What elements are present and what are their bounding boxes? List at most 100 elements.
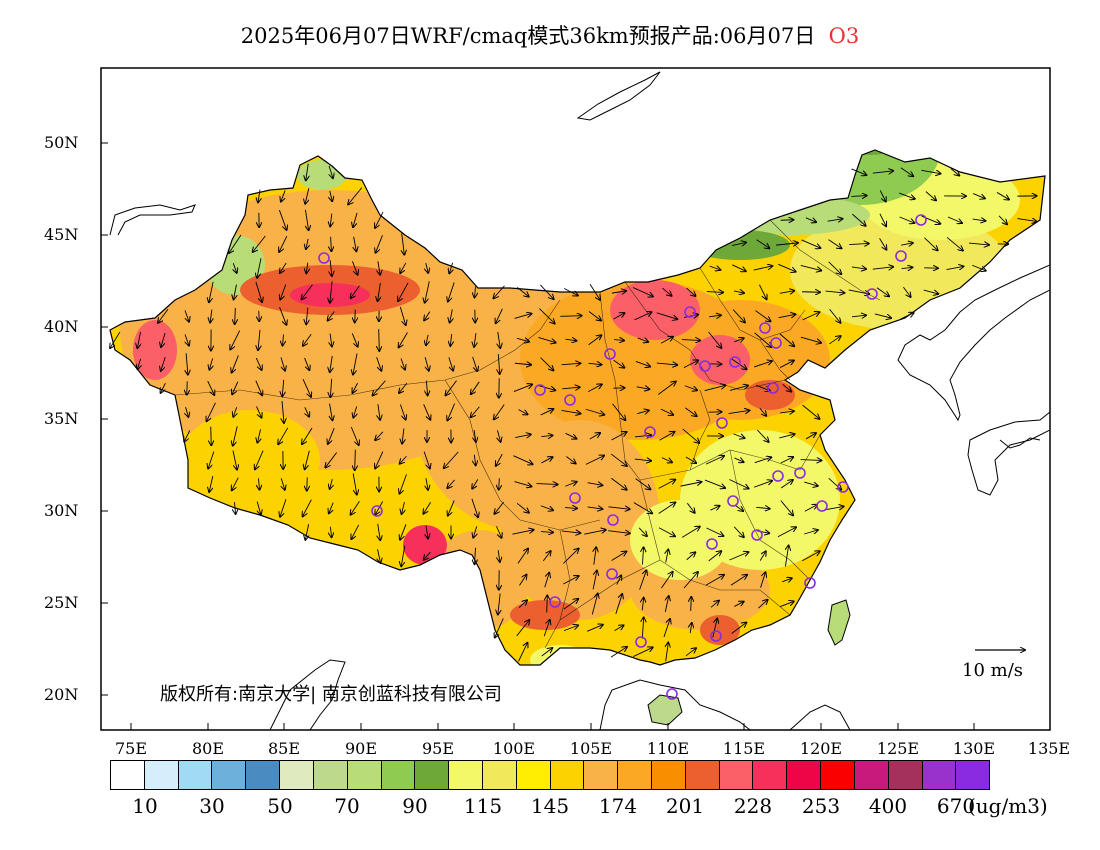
- wind-arrow: [305, 524, 308, 540]
- scale-label: 201: [665, 794, 705, 818]
- wind-arrow: [471, 498, 478, 517]
- wind-arrow: [805, 433, 816, 440]
- wind-arrow: [996, 192, 1009, 199]
- wind-arrow: [874, 313, 891, 318]
- wind-arrow: [352, 382, 358, 393]
- wind-arrow: [801, 239, 821, 248]
- wind-arrow: [444, 451, 459, 468]
- scale-label: 145: [530, 794, 570, 818]
- wind-arrow: [423, 404, 431, 419]
- wind-arrow: [278, 427, 289, 444]
- wind-arrow: [681, 340, 700, 341]
- city-marker: [371, 505, 383, 517]
- wind-arrow: [513, 384, 532, 392]
- wind-arrow: [634, 312, 652, 321]
- wind-arrow: [780, 411, 794, 413]
- wind-arrow: [353, 212, 358, 227]
- wind-arrow: [538, 336, 555, 342]
- lat-label-20n: 20N: [44, 685, 79, 704]
- lon-label-135e: 135E: [1027, 739, 1071, 758]
- wind-arrow: [331, 236, 332, 251]
- color-swatch: [212, 761, 247, 789]
- wind-arrow: [233, 407, 236, 417]
- wind-arrow: [728, 410, 750, 413]
- color-swatch: [381, 761, 416, 789]
- wind-arrow: [471, 406, 480, 417]
- wind-arrow: [660, 337, 673, 344]
- city-marker: [644, 426, 656, 438]
- wind-arrow: [754, 457, 772, 464]
- wind-arrow: [642, 598, 643, 611]
- wind-arrow: [563, 576, 578, 585]
- wind-arrow: [611, 552, 627, 561]
- wind-arrow: [540, 284, 553, 299]
- wind-arrow: [400, 455, 407, 463]
- wind-arrow: [947, 216, 962, 223]
- color-scale-bar: [110, 760, 990, 790]
- wind-arrow: [753, 266, 773, 271]
- wind-arrow: [543, 620, 550, 637]
- wind-arrow: [734, 458, 743, 462]
- wind-arrow: [352, 473, 357, 494]
- wind-arrow: [588, 311, 601, 321]
- wind-arrow: [540, 409, 554, 416]
- wind-arrow: [779, 360, 794, 368]
- wind-arrow: [632, 287, 653, 296]
- wind-arrow: [210, 309, 212, 323]
- color-swatch: [178, 761, 213, 789]
- wind-arrow: [161, 382, 166, 393]
- wind-arrow: [328, 427, 335, 444]
- wind-arrow: [562, 387, 579, 389]
- wind-arrow: [137, 331, 140, 348]
- color-swatch: [516, 761, 551, 789]
- wind-arrow: [785, 546, 788, 567]
- wind-arrow: [611, 291, 626, 293]
- wind-arrow: [734, 602, 743, 607]
- wind-arrow: [351, 285, 360, 298]
- wind-arrow: [804, 505, 817, 512]
- wind-arrow: [900, 313, 913, 320]
- wind-arrow: [281, 190, 286, 201]
- wind-arrow: [563, 549, 578, 564]
- wind-arrow: [852, 213, 865, 226]
- wind-arrow: [710, 601, 719, 608]
- wind-arrow: [733, 433, 745, 438]
- wind-arrow: [734, 504, 743, 511]
- wind-arrow: [330, 213, 332, 227]
- lat-label-35n: 35N: [44, 409, 79, 428]
- wind-arrow: [972, 264, 985, 270]
- wind-arrow: [879, 213, 886, 226]
- wind-arrow: [851, 267, 866, 269]
- city-marker: [706, 538, 718, 550]
- wind-arrow: [634, 459, 651, 461]
- lon-label-125e: 125E: [876, 739, 920, 758]
- wind-arrow: [540, 357, 554, 371]
- wind-arrow: [475, 286, 476, 298]
- wind-arrow: [753, 361, 772, 368]
- wind-arrow: [681, 527, 700, 538]
- wind-arrow: [498, 331, 500, 348]
- color-swatch: [347, 761, 382, 789]
- wind-arrow: [758, 600, 767, 609]
- axis-ticks: [101, 142, 975, 730]
- color-swatch: [854, 761, 889, 789]
- species-label: O3: [828, 24, 860, 48]
- wind-arrow: [633, 647, 652, 657]
- wind-arrow: [731, 242, 746, 245]
- map-title: 2025年06月07日WRF/cmaq模式36km预报产品:06月07日 O3: [0, 20, 1100, 50]
- wind-arrow: [826, 506, 843, 509]
- wind-arrow: [542, 551, 550, 562]
- wind-arrow: [280, 499, 287, 517]
- wind-arrow: [110, 331, 121, 348]
- wind-arrow: [972, 193, 985, 199]
- wind-arrow: [350, 426, 358, 445]
- wind-arrow: [561, 363, 581, 364]
- wind-arrow: [778, 263, 795, 271]
- wind-arrow: [330, 526, 331, 537]
- lon-label-100e: 100E: [492, 739, 536, 758]
- wind-arrow: [608, 531, 630, 534]
- wind-arrow: [302, 378, 311, 397]
- wind-arrow: [851, 168, 867, 175]
- wind-arrow: [540, 505, 553, 511]
